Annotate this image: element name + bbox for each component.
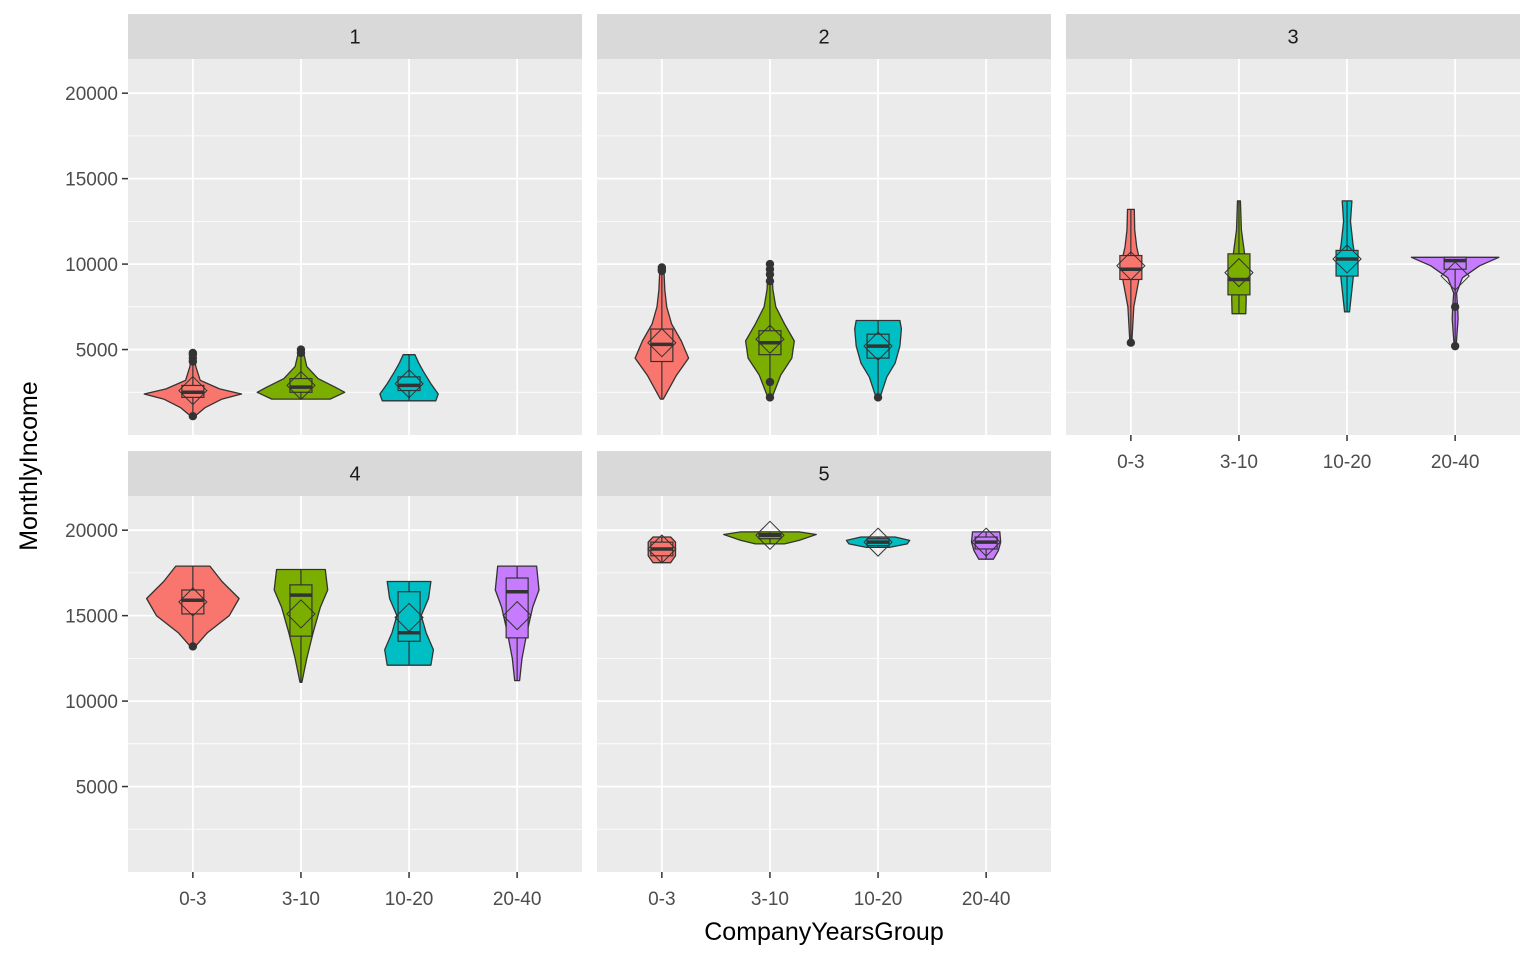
- outlier-point: [1450, 341, 1460, 351]
- x-tick-label: 10-20: [854, 889, 903, 910]
- mean-diamond: [502, 600, 532, 631]
- facet-strip: [597, 14, 1051, 59]
- facet-strip-label: 2: [818, 27, 829, 49]
- facet-strip-label: 3: [1287, 27, 1298, 49]
- y-tick-label: 20000: [65, 84, 118, 105]
- box-20-40: [505, 577, 529, 639]
- outlier-point: [188, 642, 198, 651]
- violin-group-3-10: [744, 259, 795, 402]
- violin-group-20-40: [1410, 256, 1500, 351]
- y-tick-label: 5000: [76, 778, 118, 799]
- mean-diamond: [394, 602, 424, 633]
- y-axis-title: MonthlyIncome: [15, 381, 43, 551]
- x-tick-label: 20-40: [493, 889, 542, 910]
- x-axis-title: CompanyYearsGroup: [704, 918, 944, 946]
- mean-diamond: [178, 587, 208, 617]
- violin-group-0-3: [634, 263, 690, 400]
- box-3-10: [1227, 253, 1251, 296]
- facet-panel-2: 2: [597, 14, 1051, 435]
- mean-diamond: [863, 331, 893, 361]
- violin-group-3-10: [1224, 200, 1254, 315]
- facet-panel-3: 3 0-3 3-10 10-20 20-40: [1066, 14, 1520, 473]
- x-tick-label: 20-40: [962, 889, 1011, 910]
- violin-group-10-20: [384, 580, 435, 666]
- outlier-point: [188, 412, 198, 421]
- y-tick-label: 5000: [76, 341, 118, 362]
- mean-diamond: [755, 324, 785, 354]
- x-tick-label: 3-10: [751, 889, 789, 910]
- mean-diamond: [1332, 244, 1362, 274]
- mean-diamond: [394, 369, 424, 399]
- facet-panel-5: 5 0-3 3-10 10-20 20-40: [597, 451, 1051, 910]
- violin-group-3-10: [273, 568, 329, 683]
- x-tick-label: 10-20: [1323, 452, 1372, 473]
- box-10-20: [1335, 249, 1359, 277]
- violin-group-10-20: [379, 354, 439, 402]
- y-tick-label: 10000: [65, 692, 118, 713]
- outlier-point: [873, 393, 883, 402]
- box-20-40: [1443, 256, 1467, 270]
- x-tick-label: 20-40: [1431, 452, 1480, 473]
- mean-diamond: [863, 527, 893, 557]
- violin-group-0-3: [647, 534, 677, 564]
- x-tick-label: 3-10: [1220, 452, 1258, 473]
- panel-background: [1066, 59, 1520, 435]
- violin-group-20-40: [494, 565, 540, 682]
- mean-diamond: [755, 520, 785, 551]
- outlier-point: [657, 263, 667, 272]
- x-tick-label: 0-3: [179, 889, 206, 910]
- x-tick-label: 0-3: [648, 889, 675, 910]
- x-tick-label: 0-3: [1117, 452, 1144, 473]
- outlier-point: [296, 345, 306, 354]
- mean-diamond: [1224, 257, 1254, 288]
- violin-group-10-20: [854, 319, 903, 402]
- mean-diamond: [286, 599, 316, 629]
- facet-strip-label: 1: [349, 27, 360, 49]
- facet-strip: [1066, 14, 1520, 59]
- violin-group-10-20: [1332, 200, 1362, 313]
- mean-diamond: [971, 527, 1001, 557]
- mean-diamond: [178, 375, 208, 406]
- violin-group-10-20: [845, 527, 911, 557]
- facet-panel-4: 4 5000 10000 15000 20000 0-3 3-10 10-20 20-40: [65, 451, 582, 910]
- y-tick-label: 15000: [65, 170, 118, 191]
- mean-diamond: [1116, 251, 1146, 281]
- violin-group-3-10: [723, 520, 817, 551]
- outlier-point: [1450, 302, 1460, 312]
- violin-group-3-10: [256, 345, 346, 401]
- mean-diamond: [647, 534, 677, 564]
- outlier-point: [765, 276, 775, 286]
- y-tick-label: 20000: [65, 521, 118, 542]
- box-10-20: [397, 591, 421, 642]
- violin-group-0-3: [1116, 208, 1146, 347]
- outlier-point: [1126, 338, 1136, 347]
- panel-background: [128, 496, 582, 872]
- facet-strip: [597, 451, 1051, 496]
- facet-strip: [128, 451, 582, 496]
- mean-diamond: [286, 370, 316, 401]
- facet-strip: [128, 14, 582, 59]
- violin-group-20-40: [970, 527, 1002, 560]
- facet-strip-label: 4: [349, 464, 360, 486]
- violin-group-0-3: [143, 348, 243, 421]
- facet-strip-label: 5: [818, 464, 829, 486]
- outlier-point: [765, 377, 775, 387]
- y-tick-label: 10000: [65, 255, 118, 276]
- x-tick-label: 3-10: [282, 889, 320, 910]
- outlier-point: [188, 348, 198, 358]
- violin-group-0-3: [145, 565, 240, 651]
- mean-diamond: [1440, 261, 1470, 291]
- panel-background: [128, 59, 582, 435]
- y-tick-label: 15000: [65, 607, 118, 628]
- outlier-point: [765, 393, 775, 402]
- outlier-point: [765, 259, 775, 269]
- mean-diamond: [647, 328, 677, 358]
- x-tick-label: 10-20: [385, 889, 434, 910]
